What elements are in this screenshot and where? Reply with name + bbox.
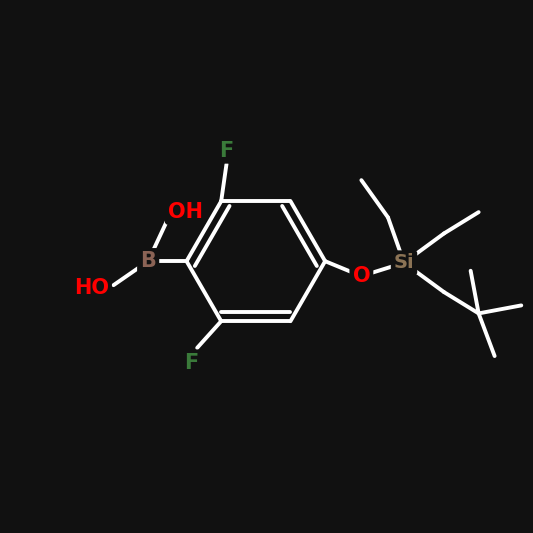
Text: Si: Si xyxy=(394,253,414,272)
Text: F: F xyxy=(220,141,233,160)
Text: O: O xyxy=(352,266,370,286)
Text: OH: OH xyxy=(168,201,203,222)
Text: HO: HO xyxy=(74,278,109,298)
Text: B: B xyxy=(140,251,156,271)
Text: F: F xyxy=(184,353,198,373)
